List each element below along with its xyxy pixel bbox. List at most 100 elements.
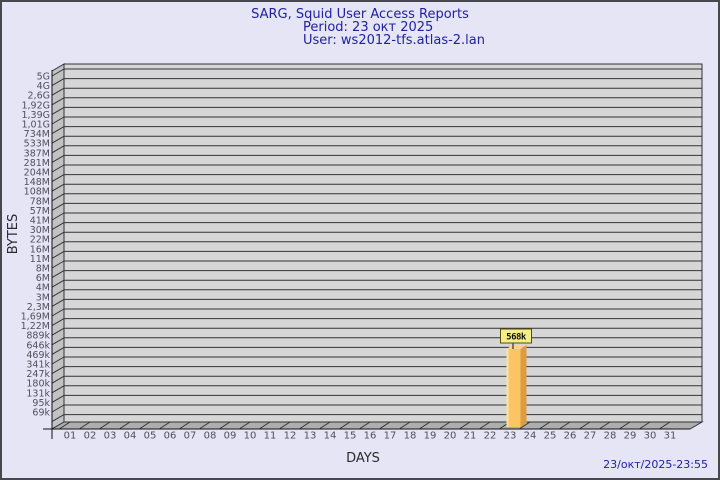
y-tick-label: 889k <box>26 331 50 342</box>
gridline-wall-stub <box>51 356 65 365</box>
x-tick-mark <box>179 421 191 429</box>
y-tick-label: 16M <box>30 244 50 255</box>
y-tick-label: 4M <box>36 283 50 294</box>
x-tick-mark <box>59 421 71 429</box>
bar-value-annotation: 568k <box>506 333 527 343</box>
x-tick-mark <box>419 421 431 429</box>
gridline-wall-stub <box>51 135 65 144</box>
gridline-wall-stub <box>51 385 65 394</box>
gridline-wall-stub <box>51 414 65 423</box>
bar-front-face <box>506 349 521 427</box>
bar-annotation-box <box>500 328 532 344</box>
x-tick-mark <box>259 421 271 429</box>
y-tick-label: 69k <box>32 408 50 419</box>
y-tick-label: 131k <box>26 388 50 399</box>
y-tick-label: 5G <box>37 72 50 83</box>
x-tick-label: 29 <box>624 431 637 442</box>
gridline-wall-stub <box>51 366 65 375</box>
x-tick-label: 01 <box>64 431 77 442</box>
x-tick-label: 23 <box>504 431 517 442</box>
x-tick-label: 24 <box>524 431 537 442</box>
report-period: Period: 23 окт 2025 <box>303 20 434 35</box>
y-tick-label: 341k <box>26 360 50 371</box>
gridline-wall-stub <box>51 241 65 250</box>
x-tick-mark <box>559 421 571 429</box>
x-tick-mark <box>199 421 211 429</box>
y-tick-label: 57M <box>30 206 50 217</box>
gridline-wall-stub <box>51 298 65 307</box>
x-tick-label: 06 <box>164 431 177 442</box>
x-tick-label: 07 <box>184 431 197 442</box>
bar-top-face <box>506 345 527 349</box>
x-tick-mark <box>299 421 311 429</box>
y-tick-label: 204M <box>24 168 50 179</box>
gridline-wall-stub <box>51 78 65 87</box>
gridline-wall-stub <box>51 116 65 125</box>
gridline-wall-stub <box>51 222 65 231</box>
x-tick-mark <box>79 421 91 429</box>
x-tick-mark <box>519 421 531 429</box>
gridline-wall-stub <box>51 68 65 77</box>
x-tick-mark <box>479 421 491 429</box>
generation-timestamp: 23/окт/2025-23:55 <box>603 458 708 471</box>
x-tick-label: 08 <box>204 431 217 442</box>
y-tick-label: 1,01G <box>21 120 50 131</box>
gridline-wall-stub <box>51 375 65 384</box>
gridline-wall-stub <box>51 289 65 298</box>
gridline-wall-stub <box>51 337 65 346</box>
x-tick-label: 04 <box>124 431 137 442</box>
x-tick-mark <box>659 421 671 429</box>
x-tick-mark <box>639 421 651 429</box>
x-tick-label: 11 <box>264 431 277 442</box>
gridline-wall-stub <box>51 174 65 183</box>
x-tick-mark <box>319 421 331 429</box>
x-tick-mark <box>399 421 411 429</box>
x-tick-mark <box>579 421 591 429</box>
y-axis-title: BYTES <box>6 214 21 255</box>
y-tick-label: 148M <box>24 177 50 188</box>
y-tick-label: 2,6G <box>28 91 50 102</box>
x-tick-mark <box>159 421 171 429</box>
y-tick-label: 11M <box>30 254 50 265</box>
x-tick-mark <box>279 421 291 429</box>
gridline-wall-stub <box>51 327 65 336</box>
x-tick-mark <box>339 421 351 429</box>
y-tick-label: 180k <box>26 379 50 390</box>
x-tick-label: 02 <box>84 431 97 442</box>
gridline-wall-stub <box>51 164 65 173</box>
y-tick-labels-layer: 5G4G2,6G1,92G1,39G1,01G734M533M387M281M2… <box>21 72 51 419</box>
chart-left-wall <box>51 63 65 430</box>
gridline-wall-stub <box>51 212 65 221</box>
bar-highlight-edge <box>506 349 509 427</box>
x-tick-label: 17 <box>384 431 397 442</box>
x-tick-mark <box>439 421 451 429</box>
y-tick-label: 1,92G <box>21 100 50 111</box>
y-tick-label: 1,39G <box>21 110 50 121</box>
x-tick-mark <box>219 421 231 429</box>
y-tick-label: 646k <box>26 340 50 351</box>
gridline-wall-stub <box>51 394 65 403</box>
report-user: User: ws2012-tfs.atlas-2.lan <box>303 33 485 48</box>
x-tick-label: 18 <box>404 431 417 442</box>
chart-plot-area <box>63 63 703 423</box>
gridline-wall-stub <box>51 404 65 413</box>
x-tick-mark <box>119 421 131 429</box>
y-tick-label: 22M <box>30 235 50 246</box>
y-tick-label: 6M <box>36 273 50 284</box>
gridline-wall-stub <box>51 260 65 269</box>
gridline-wall-stub <box>51 202 65 211</box>
x-tick-label: 10 <box>244 431 257 442</box>
gridline-wall-stub <box>51 97 65 106</box>
gridline-wall-stub <box>51 193 65 202</box>
y-tick-label: 95k <box>32 398 50 409</box>
x-tick-label: 21 <box>464 431 477 442</box>
y-tick-label: 1,22M <box>21 321 50 332</box>
y-tick-label: 3M <box>36 292 50 303</box>
gridline-wall-stub <box>51 106 65 115</box>
gridline-wall-stub <box>51 318 65 327</box>
x-tick-label: 31 <box>664 431 677 442</box>
x-tick-label: 19 <box>424 431 437 442</box>
gridline-wall-stub <box>51 87 65 96</box>
